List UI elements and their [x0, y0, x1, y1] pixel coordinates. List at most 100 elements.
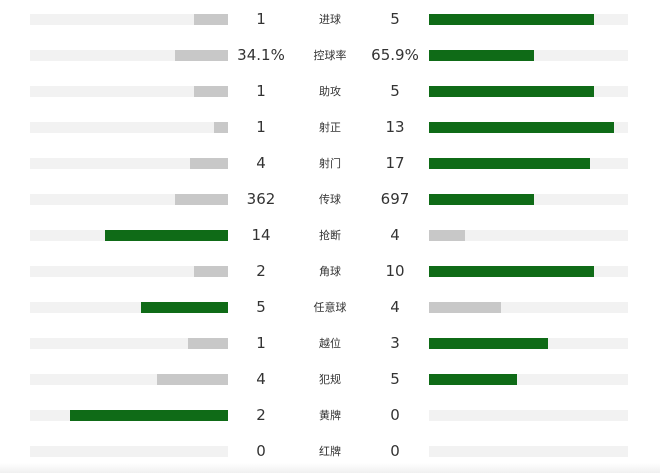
home-bar-fill	[194, 266, 228, 277]
away-value: 0	[390, 406, 400, 424]
home-value: 4	[256, 370, 266, 388]
home-value: 1	[256, 118, 266, 136]
away-bar-fill	[429, 374, 517, 385]
stat-row: 1 越位 3	[0, 325, 660, 361]
home-bar-track	[30, 230, 228, 241]
away-bar-track	[429, 374, 628, 385]
home-bar-track	[30, 374, 228, 385]
away-bar-track	[429, 14, 628, 25]
home-value: 4	[256, 154, 266, 172]
home-bar-track	[30, 338, 228, 349]
away-bar-track	[429, 266, 628, 277]
home-bar-fill	[214, 122, 228, 133]
stat-row: 2 角球 10	[0, 253, 660, 289]
away-bar-fill	[429, 194, 534, 205]
home-bar-fill	[190, 158, 228, 169]
away-bar-track	[429, 230, 628, 241]
away-bar-fill	[429, 230, 465, 241]
stat-row: 5 任意球 4	[0, 289, 660, 325]
home-value: 2	[256, 262, 266, 280]
stat-row: 2 黄牌 0	[0, 397, 660, 433]
home-bar-track	[30, 14, 228, 25]
away-value: 4	[390, 298, 400, 316]
away-bar-fill	[429, 122, 614, 133]
stat-label: 红牌	[319, 445, 341, 458]
away-bar-track	[429, 446, 628, 457]
away-value: 697	[380, 190, 410, 208]
stat-label: 犯规	[319, 373, 341, 386]
stat-label: 抢断	[319, 229, 341, 242]
bottom-fade	[0, 463, 660, 473]
home-bar-fill	[105, 230, 228, 241]
home-bar-fill	[194, 86, 228, 97]
stat-label: 角球	[319, 265, 341, 278]
away-value: 10	[385, 262, 405, 280]
stat-label: 射正	[319, 121, 341, 134]
home-value: 1	[256, 10, 266, 28]
away-bar-fill	[429, 86, 594, 97]
away-bar-track	[429, 194, 628, 205]
stat-row: 1 进球 5	[0, 1, 660, 37]
away-bar-track	[429, 338, 628, 349]
stat-label: 进球	[319, 13, 341, 26]
away-bar-fill	[429, 338, 548, 349]
home-bar-track	[30, 158, 228, 169]
home-value: 34.1%	[237, 46, 285, 64]
home-bar-track	[30, 50, 228, 61]
away-value: 65.9%	[371, 46, 419, 64]
home-bar-fill	[194, 14, 228, 25]
home-bar-fill	[188, 338, 228, 349]
away-value: 4	[390, 226, 400, 244]
stat-row: 4 射门 17	[0, 145, 660, 181]
home-bar-fill	[175, 194, 228, 205]
home-bar-track	[30, 194, 228, 205]
stat-label: 射门	[319, 157, 341, 170]
stat-row: 362 传球 697	[0, 181, 660, 217]
stat-row: 1 射正 13	[0, 109, 660, 145]
stat-label: 助攻	[319, 85, 341, 98]
away-value: 3	[390, 334, 400, 352]
home-value: 1	[256, 82, 266, 100]
stat-row: 4 犯规 5	[0, 361, 660, 397]
stat-row: 1 助攻 5	[0, 73, 660, 109]
stat-label: 控球率	[313, 49, 347, 62]
home-bar-track	[30, 86, 228, 97]
stat-label: 黄牌	[319, 409, 341, 422]
stat-label: 传球	[319, 193, 341, 206]
away-value: 0	[390, 442, 400, 460]
away-value: 13	[385, 118, 405, 136]
home-value: 2	[256, 406, 266, 424]
away-value: 17	[385, 154, 405, 172]
away-bar-track	[429, 122, 628, 133]
home-value: 0	[256, 442, 266, 460]
stat-label: 任意球	[313, 301, 347, 314]
away-bar-track	[429, 302, 628, 313]
away-bar-fill	[429, 158, 590, 169]
away-value: 5	[390, 10, 400, 28]
home-bar-track	[30, 446, 228, 457]
home-value: 362	[246, 190, 276, 208]
stat-row: 0 红牌 0	[0, 433, 660, 469]
away-bar-track	[429, 50, 628, 61]
away-bar-track	[429, 86, 628, 97]
away-bar-fill	[429, 266, 594, 277]
away-value: 5	[390, 82, 400, 100]
stat-label: 越位	[319, 337, 341, 350]
home-bar-fill	[141, 302, 228, 313]
home-value: 1	[256, 334, 266, 352]
home-value: 5	[256, 298, 266, 316]
stat-row: 14 抢断 4	[0, 217, 660, 253]
home-bar-fill	[175, 50, 228, 61]
home-bar-track	[30, 410, 228, 421]
home-bar-track	[30, 302, 228, 313]
home-bar-fill	[157, 374, 228, 385]
away-bar-track	[429, 158, 628, 169]
home-bar-track	[30, 122, 228, 133]
away-bar-fill	[429, 50, 534, 61]
home-bar-fill	[70, 410, 228, 421]
away-value: 5	[390, 370, 400, 388]
home-value: 14	[251, 226, 271, 244]
away-bar-fill	[429, 14, 594, 25]
away-bar-track	[429, 410, 628, 421]
